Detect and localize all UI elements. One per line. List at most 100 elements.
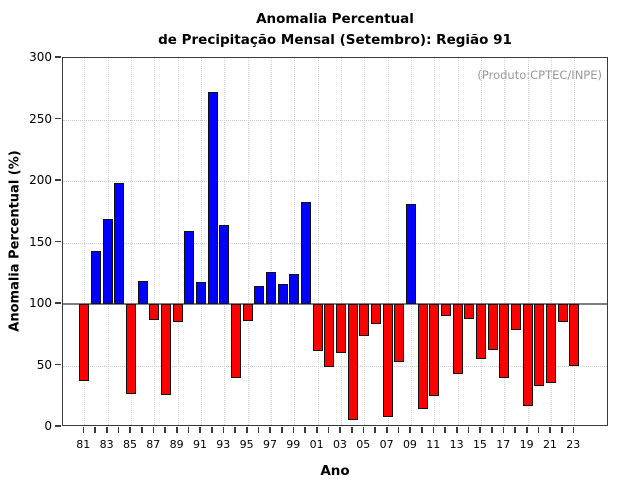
v-gridline-95 (247, 58, 249, 425)
x-tick-label-11: 11 (426, 438, 441, 451)
x-tick-02 (327, 427, 330, 433)
x-tick-09 (409, 427, 411, 433)
source-annotation: (Produto:CPTEC/INPE) (477, 68, 602, 82)
bar-86 (137, 280, 148, 304)
v-gridline-05 (364, 58, 366, 425)
x-tick-92 (211, 427, 213, 433)
v-gridline-21 (550, 58, 552, 425)
x-tick-20 (537, 427, 540, 433)
x-tick-90 (187, 427, 190, 433)
x-tick-03 (339, 427, 341, 433)
bar-10 (417, 304, 428, 409)
x-tick-23 (572, 427, 575, 433)
h-gridline-200 (63, 181, 607, 182)
bar-91 (195, 281, 206, 304)
y-tick-label-150: 150 (29, 234, 52, 249)
bar-87 (149, 304, 160, 320)
bar-84 (114, 183, 125, 304)
y-tick-label-100: 100 (29, 296, 52, 310)
bar-00 (300, 201, 311, 304)
h-gridline-250 (63, 119, 607, 121)
x-tick-91 (199, 427, 201, 433)
x-tick-00 (304, 427, 306, 433)
bar-20 (534, 304, 545, 387)
x-tick-22 (561, 427, 563, 433)
x-tick-93 (222, 427, 225, 433)
x-tick-04 (351, 427, 353, 433)
x-tick-label-09: 09 (402, 438, 417, 451)
y-tick-250 (55, 117, 61, 119)
x-tick-84 (117, 427, 120, 433)
x-tick-label-01: 01 (309, 438, 324, 451)
bar-82 (90, 251, 101, 304)
y-tick-50 (55, 363, 61, 365)
chart-title-line1: Anomalia Percentual (256, 11, 414, 27)
x-tick-label-15: 15 (472, 438, 487, 451)
bar-14 (464, 304, 475, 319)
bar-06 (370, 304, 381, 324)
x-tick-21 (549, 427, 551, 433)
bar-12 (440, 304, 451, 317)
x-tick-94 (234, 427, 236, 433)
y-tick-100 (55, 302, 61, 304)
x-tick-11 (432, 427, 435, 433)
v-gridline-17 (504, 58, 506, 425)
v-gridline-15 (480, 58, 482, 425)
x-tick-99 (292, 427, 295, 433)
bar-18 (510, 304, 521, 330)
bar-21 (545, 304, 556, 383)
bar-04 (347, 304, 358, 420)
bar-22 (557, 304, 568, 323)
y-tick-label-50: 50 (36, 357, 52, 372)
x-tick-96 (257, 427, 260, 433)
x-tick-81 (82, 427, 85, 433)
x-tick-85 (129, 427, 131, 433)
x-tick-97 (269, 427, 271, 433)
y-tick-label-250: 250 (29, 111, 52, 126)
bar-88 (160, 304, 171, 396)
bar-89 (172, 304, 183, 323)
v-gridline-85 (130, 58, 132, 425)
x-tick-89 (176, 427, 178, 433)
x-tick-label-07: 07 (379, 438, 394, 451)
x-tick-08 (397, 427, 400, 433)
x-tick-label-93: 93 (216, 438, 231, 451)
bar-09 (405, 204, 416, 304)
v-gridline-03 (340, 58, 342, 425)
x-tick-label-17: 17 (496, 438, 511, 451)
bar-15 (475, 304, 486, 360)
bar-19 (522, 304, 533, 407)
bar-23 (569, 304, 580, 366)
bar-07 (382, 304, 393, 418)
h-gridline-50 (63, 365, 607, 367)
bar-95 (242, 304, 253, 322)
plot-area (62, 57, 608, 426)
y-tick-label-0: 0 (44, 419, 52, 433)
x-tick-14 (467, 427, 470, 433)
v-gridline-23 (574, 58, 576, 425)
bar-93 (219, 225, 230, 304)
x-tick-label-85: 85 (122, 438, 137, 451)
x-tick-18 (514, 427, 516, 433)
x-tick-label-99: 99 (286, 438, 301, 451)
x-tick-12 (444, 427, 446, 433)
x-axis-title: Ano (320, 463, 350, 479)
bar-01 (312, 304, 323, 351)
x-tick-95 (246, 427, 248, 433)
x-tick-19 (526, 427, 528, 433)
bar-17 (499, 304, 510, 378)
x-tick-87 (152, 427, 155, 433)
v-gridline-97 (270, 58, 272, 425)
x-tick-label-19: 19 (519, 438, 534, 451)
bar-16 (487, 304, 498, 350)
bar-11 (429, 304, 440, 397)
x-tick-label-03: 03 (332, 438, 347, 451)
y-tick-300 (55, 56, 61, 58)
bar-92 (207, 92, 218, 304)
bar-96 (254, 285, 265, 304)
bar-05 (359, 304, 370, 336)
x-tick-01 (316, 427, 318, 433)
y-tick-200 (55, 179, 61, 181)
bar-81 (79, 304, 90, 382)
